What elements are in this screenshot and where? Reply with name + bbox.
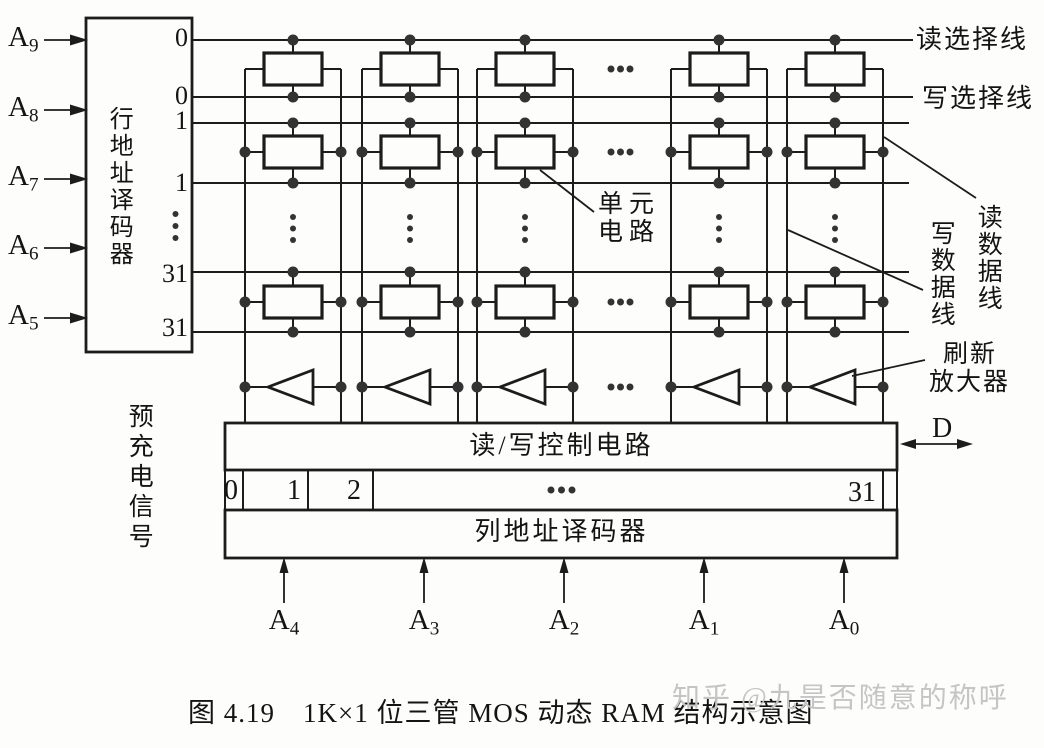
memory-column bbox=[237, 32, 349, 425]
column-address-input-arrows bbox=[279, 557, 849, 603]
write-data-line-label: 写数据线 bbox=[927, 220, 955, 328]
row-address-decoder-label: 行地址译码器 bbox=[105, 106, 132, 268]
column-address-decoder-box bbox=[223, 508, 899, 560]
column-number-2: 2 bbox=[347, 475, 361, 506]
read-select-line-label: 读选择线 bbox=[916, 25, 1029, 54]
row-number-1-write: 1 bbox=[175, 168, 188, 197]
memory-column bbox=[469, 32, 581, 425]
cell-circuit-label-line1: 单元 bbox=[598, 191, 661, 218]
address-input-a6: A6 bbox=[8, 229, 39, 265]
precharge-signal-label: 预充电信号 bbox=[125, 403, 153, 553]
row-address-decoder-box bbox=[84, 16, 194, 354]
address-input-a9: A9 bbox=[8, 21, 39, 57]
address-input-a8: A8 bbox=[8, 91, 39, 127]
row-number-31-read: 31 bbox=[162, 259, 188, 288]
read-data-line-label: 读数据线 bbox=[974, 204, 1002, 312]
address-input-a0: A0 bbox=[828, 604, 860, 640]
row-select-lines bbox=[192, 39, 913, 333]
row-address-input-arrows bbox=[44, 34, 88, 324]
column-ellipsis-dots bbox=[172, 65, 634, 494]
annotation-leader-lines bbox=[539, 136, 977, 377]
column-number-separators bbox=[242, 470, 884, 510]
row-number-1-read: 1 bbox=[175, 106, 188, 135]
write-select-line-label: 写选择线 bbox=[922, 84, 1035, 113]
memory-column bbox=[354, 32, 466, 425]
row-number-31-write: 31 bbox=[162, 313, 188, 342]
memory-column bbox=[663, 32, 775, 425]
column-number-0: 0 bbox=[224, 475, 238, 506]
memory-column bbox=[779, 32, 891, 425]
address-input-a1: A1 bbox=[688, 604, 720, 640]
address-input-a2: A2 bbox=[548, 604, 580, 640]
address-input-a3: A3 bbox=[408, 604, 440, 640]
refresh-amplifier-label-line2: 放大器 bbox=[929, 369, 1011, 396]
column-number-31: 31 bbox=[848, 477, 876, 508]
row-number-0-read: 0 bbox=[175, 23, 188, 52]
refresh-amplifier-label-line1: 刷新 bbox=[943, 341, 998, 368]
column-number-1: 1 bbox=[287, 475, 301, 506]
data-io-arrow bbox=[900, 439, 973, 449]
address-input-a7: A7 bbox=[8, 160, 39, 196]
data-port-label: D bbox=[932, 413, 953, 444]
cell-circuit-label-line2: 电路 bbox=[598, 219, 661, 246]
address-input-a5: A5 bbox=[8, 299, 39, 335]
address-input-a4: A4 bbox=[268, 604, 300, 640]
rw-control-label: 读/写控制电路 bbox=[469, 431, 654, 460]
column-address-decoder-label: 列地址译码器 bbox=[474, 517, 649, 546]
figure-caption: 图 4.19 1K×1 位三管 MOS 动态 RAM 结构示意图 bbox=[188, 698, 814, 728]
watermark: 知乎 @九是否随意的称呼 bbox=[672, 683, 1009, 714]
row-number-0-write: 0 bbox=[175, 81, 188, 110]
